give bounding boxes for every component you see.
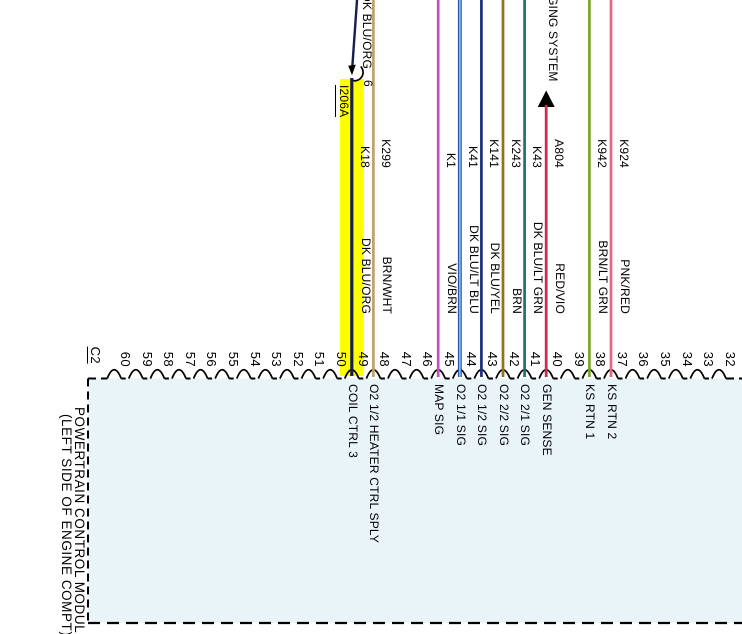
pin-arc-58 — [149, 368, 166, 379]
wire-color-label-K43: DK BLU/LT GRN — [531, 221, 546, 314]
pin-number-52: 52 — [290, 351, 306, 367]
circuit-label-K43: K43 — [530, 146, 545, 168]
signal-label-K43: O2 2/1 SIG — [518, 384, 533, 447]
signal-label-K243: O2 2/2 SIG — [496, 384, 511, 447]
pin-arc-51 — [300, 368, 317, 379]
wire-K18-upper — [350, 0, 359, 71]
pin-number-49: 49 — [355, 351, 371, 367]
splice-cavity-number: 6 — [361, 80, 375, 87]
connector-label: C2 — [87, 346, 104, 364]
circuit-label-K1: K1 — [443, 152, 458, 168]
pin-number-48: 48 — [377, 351, 393, 367]
wire-color-label-K299: BRN/WHT — [380, 256, 395, 314]
wire-color-label-K18: DK BLU/ORG — [358, 237, 373, 314]
pin-number-40: 40 — [549, 351, 565, 367]
pin-number-55: 55 — [225, 351, 241, 367]
pin-arc-54 — [235, 368, 252, 379]
pin-number-34: 34 — [679, 351, 695, 367]
pin-number-60: 60 — [117, 351, 133, 367]
up-arrow-icon — [537, 90, 555, 107]
pin-number-33: 33 — [701, 351, 717, 367]
signal-label-K1: MAP SIG — [431, 384, 446, 436]
top-wire-color-label: DK BLU/ORG — [359, 0, 374, 70]
pin-arc-34 — [667, 368, 684, 379]
circuit-label-K41: K41 — [465, 146, 480, 168]
signal-label-K18: COIL CTRL 3 — [345, 384, 360, 458]
wire-color-label-A804: RED/VIO — [552, 263, 567, 314]
signal-label-K41: O2 1/1 SIG — [453, 384, 468, 447]
pin-arc-59 — [127, 368, 144, 379]
pin-arc-32 — [711, 368, 727, 379]
signal-label-K942: KS RTN 1 — [583, 384, 598, 440]
circuit-label-K243: K243 — [508, 139, 523, 168]
pin-number-32: 32 — [722, 351, 738, 367]
pin-number-59: 59 — [139, 351, 155, 367]
pin-arc-33 — [689, 368, 706, 379]
pin-arc-46 — [408, 368, 425, 379]
pin-number-41: 41 — [528, 351, 544, 367]
pin-number-57: 57 — [182, 351, 198, 367]
pin-arc-56 — [192, 368, 209, 379]
wire-color-label-K1: VIO/BRN — [444, 263, 459, 314]
pin-arc-35 — [646, 368, 663, 379]
circuit-label-A804: A804 — [551, 139, 566, 168]
pin-number-53: 53 — [269, 351, 285, 367]
pin-arc-52 — [279, 368, 295, 379]
splice-label: I206A — [335, 85, 352, 118]
wire-color-label-K942: BRN/LT GRN — [596, 240, 611, 314]
wire-color-label-K141: DK BLU/YEL — [488, 242, 503, 314]
circuit-label-K924: K924 — [616, 139, 631, 168]
signal-label-K924: KS RTN 2 — [604, 384, 619, 440]
pin-number-37: 37 — [614, 351, 630, 367]
splice-arrow-icon — [348, 64, 356, 76]
signal-label-K299: O2 1/2 HEATER CTRL SPLY — [367, 384, 382, 544]
pin-number-38: 38 — [593, 351, 609, 367]
pin-number-58: 58 — [161, 351, 177, 367]
circuit-label-K942: K942 — [595, 139, 610, 168]
module-name-label: POWERTRAIN CONTROL MODULE — [72, 407, 87, 634]
pin-arc-53 — [257, 368, 274, 379]
pin-number-44: 44 — [463, 351, 479, 367]
pin-arc-50 — [322, 368, 339, 379]
pin-arc-39 — [559, 368, 576, 379]
pin-number-47: 47 — [398, 351, 414, 367]
pin-number-35: 35 — [657, 351, 673, 367]
pin-number-56: 56 — [204, 351, 220, 367]
pin-arc-47 — [387, 368, 403, 379]
pin-number-39: 39 — [571, 351, 587, 367]
pin-number-54: 54 — [247, 351, 263, 367]
pin-number-46: 46 — [420, 351, 436, 367]
pin-number-45: 45 — [441, 351, 457, 367]
charging-system-link-label: GING SYSTEM — [546, 0, 561, 82]
pin-number-42: 42 — [506, 351, 522, 367]
pin-number-36: 36 — [636, 351, 652, 367]
pin-arc-55 — [214, 368, 231, 379]
pin-number-51: 51 — [312, 351, 328, 367]
pin-arc-36 — [624, 368, 641, 379]
pin-arc-57 — [171, 368, 187, 379]
pin-arc-60 — [106, 368, 123, 379]
circuit-label-K141: K141 — [487, 139, 502, 168]
signal-label-K141: O2 1/2 SIG — [475, 384, 490, 447]
circuit-label-K299: K299 — [379, 139, 394, 168]
pin-number-50: 50 — [333, 351, 349, 367]
circuit-label-K18: K18 — [357, 146, 372, 168]
module-box — [88, 378, 742, 623]
wire-color-label-K924: PNK/RED — [617, 259, 632, 314]
signal-label-A804: GEN SENSE — [539, 384, 554, 456]
wire-color-label-K41: DK BLU/LT BLU — [466, 225, 481, 314]
pin-number-43: 43 — [485, 351, 501, 367]
wire-color-label-K243: BRN — [509, 288, 524, 314]
module-location-label: (LEFT SIDE OF ENGINE COMPT) — [59, 414, 74, 634]
